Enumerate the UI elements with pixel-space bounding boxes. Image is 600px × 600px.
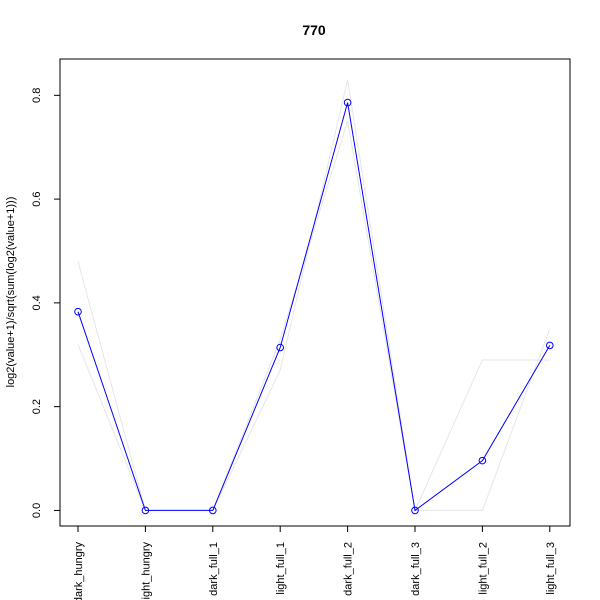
- y-tick-label: 0.0: [31, 503, 43, 518]
- background-lines-layer: [77, 79, 551, 513]
- data-point-dark_full_2: [343, 98, 352, 107]
- axes-layer: 0.0 0.2 0.4 0.6 0.8 dark_hungry light_hungry da…: [31, 88, 557, 600]
- x-tick-label: dark_hungry: [73, 542, 85, 600]
- y-tick-label: 0.4: [31, 295, 43, 310]
- x-tick-label: dark_full_3: [410, 542, 422, 596]
- x-tick-label: light_full_2: [477, 542, 489, 595]
- data-point-light_hungry: [141, 506, 150, 515]
- y-axis-label: log2(value+1)/sqrt(sum(log2(value+1))): [5, 197, 17, 388]
- data-point-dark_hungry: [74, 307, 82, 316]
- x-tick-label: light_full_3: [545, 542, 557, 595]
- data-point-dark_full_1: [209, 506, 217, 515]
- main-series-layer: [74, 98, 554, 515]
- x-tick-label: light_hungry: [140, 542, 152, 600]
- y-tick-label: 0.8: [31, 88, 43, 103]
- background-line-1: [77, 79, 550, 513]
- plot-frame: [59, 58, 571, 527]
- chart-title: 770: [302, 22, 326, 38]
- y-tick-label: 0.6: [31, 191, 43, 206]
- x-tick-label: dark_full_1: [208, 542, 220, 596]
- background-line-2: [77, 121, 551, 511]
- data-point-light_full_2: [478, 456, 487, 465]
- main-series-line: [77, 102, 551, 512]
- x-tick-label: dark_full_2: [343, 542, 355, 596]
- data-point-light_full_3: [546, 341, 554, 350]
- data-point-light_full_1: [276, 343, 285, 352]
- x-tick-label: light_full_1: [275, 542, 287, 595]
- data-point-dark_full_3: [411, 506, 419, 515]
- y-tick-label: 0.2: [31, 399, 43, 414]
